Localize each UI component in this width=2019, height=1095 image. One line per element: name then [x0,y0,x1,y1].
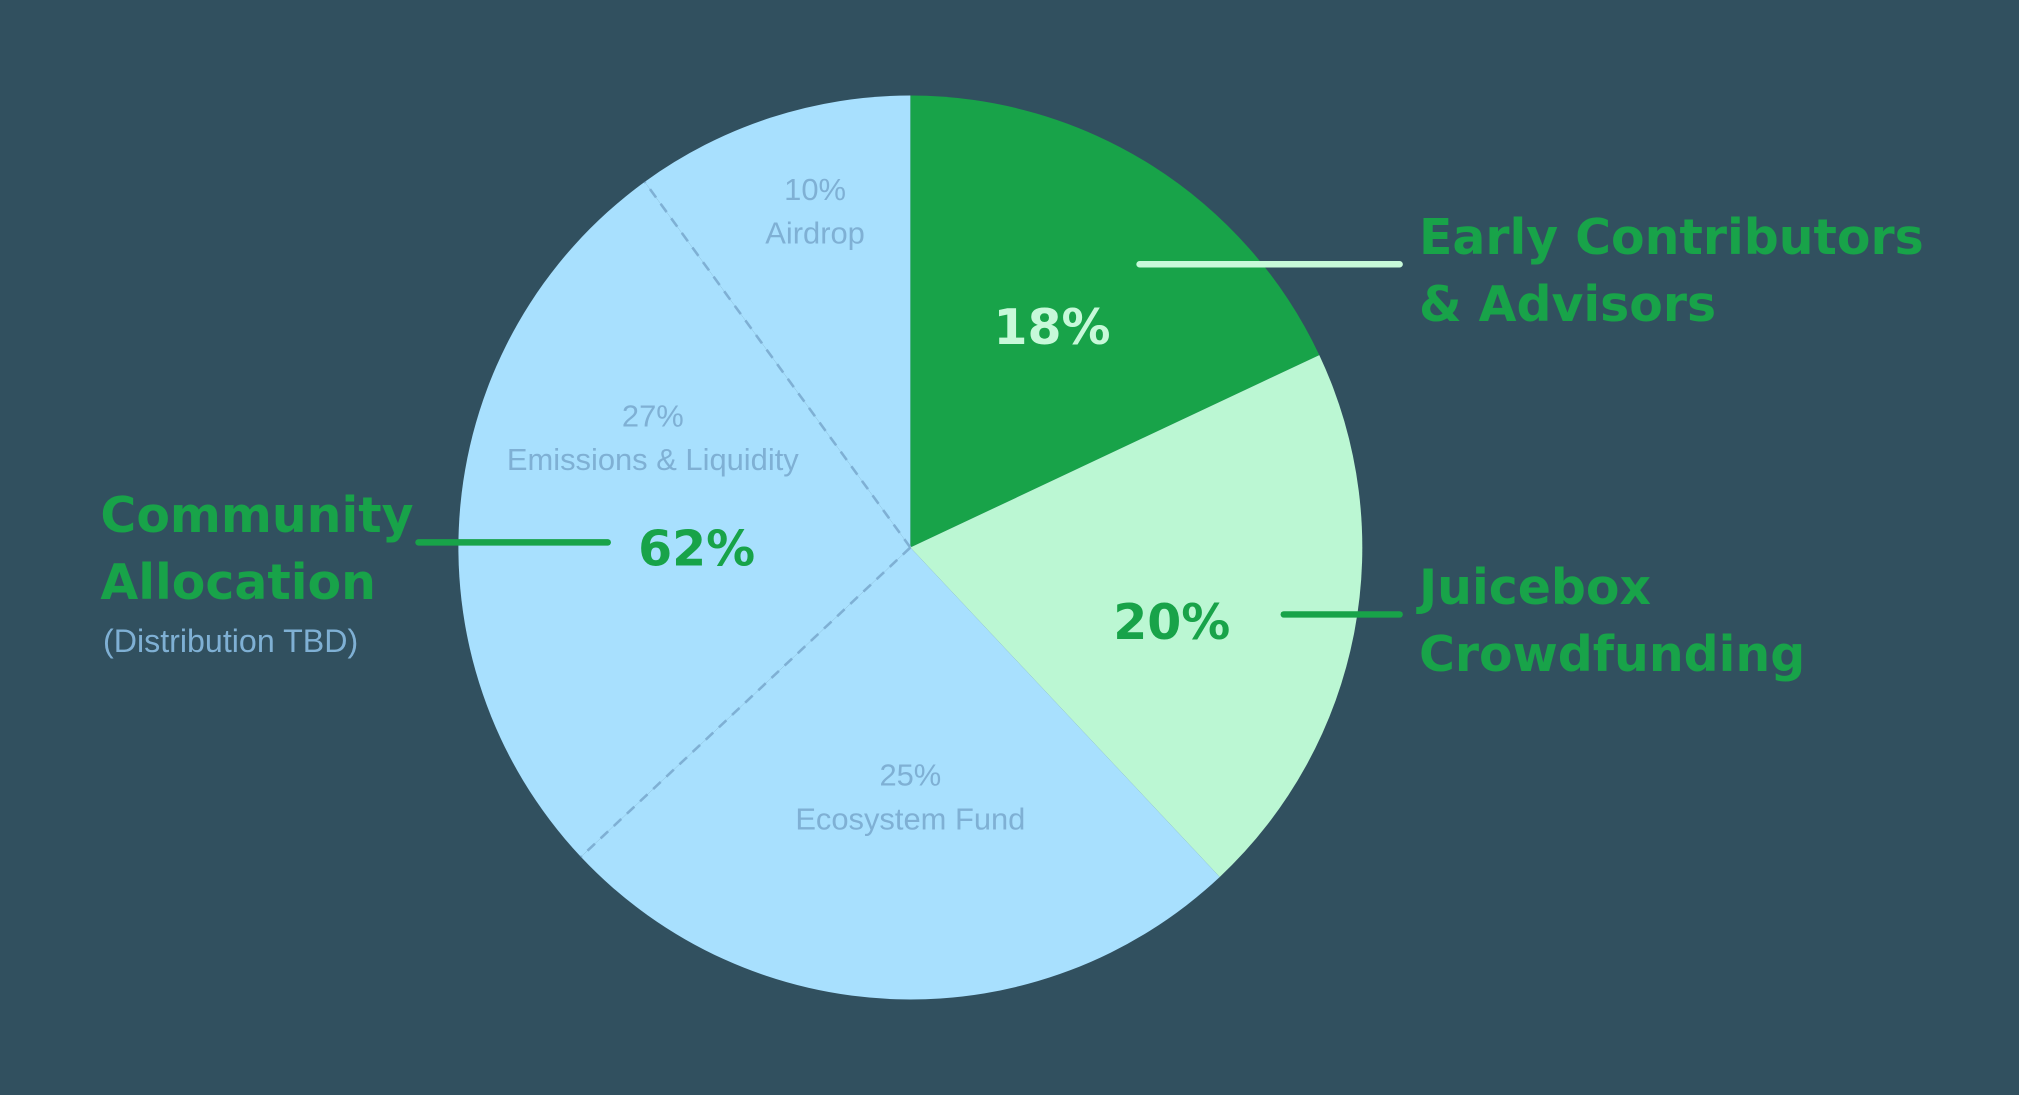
pct-label-juicebox: 20% [1113,594,1230,651]
slice-label-emissions: Emissions & Liquidity [507,442,799,477]
slice-divider [580,546,912,858]
slice-label-emissions-pct: 27% [622,398,684,433]
callout-community-line2: Allocation [100,554,376,611]
pie-slice-ecosystem-fund [580,547,1220,1000]
pie-slices [458,95,1363,1000]
pct-label-community: 62% [638,521,755,578]
slice-label-airdrop: Airdrop [765,216,865,251]
callout-juicebox-line1: Juicebox [1416,559,1651,616]
pie-slice-early-contributors-advisors [910,95,1320,548]
callout-juicebox-line2: Crowdfunding [1419,626,1805,683]
callout-community-line1: Community [100,487,413,544]
callout-early-line1: Early Contributors [1419,209,1924,266]
callout-early-line2: & Advisors [1419,276,1716,333]
pie-slice-airdrop [644,95,911,548]
slice-dividers [580,181,912,858]
slice-label-airdrop-pct: 10% [784,172,846,207]
slice-label-ecosystem-pct: 25% [879,758,941,793]
slice-divider [643,181,912,549]
slice-label-ecosystem: Ecosystem Fund [795,801,1025,836]
pie-slice-emissions-liquidity [458,181,911,857]
pie-slice-juicebox-crowdfunding [910,355,1363,877]
pct-label-early: 18% [993,299,1110,356]
callout-community-note: (Distribution TBD) [103,623,358,659]
